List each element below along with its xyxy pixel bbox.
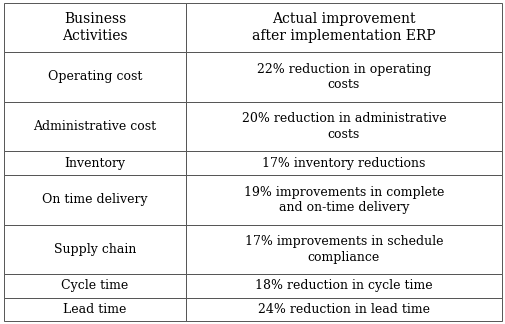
Text: 18% reduction in cycle time: 18% reduction in cycle time [255,280,432,293]
Bar [185,52,501,102]
Bar [185,298,501,321]
Text: Actual improvement
after implementation ERP: Actual improvement after implementation … [251,12,435,43]
Bar [185,175,501,225]
Text: 17% inventory reductions: 17% inventory reductions [262,157,425,170]
Text: 24% reduction in lead time: 24% reduction in lead time [258,303,429,316]
Bar [4,102,185,151]
Bar [185,151,501,175]
Bar [4,151,185,175]
Bar [4,225,185,274]
Text: 19% improvements in complete
and on-time delivery: 19% improvements in complete and on-time… [243,186,443,214]
Text: Cycle time: Cycle time [61,280,128,293]
Text: Business
Activities: Business Activities [62,12,127,43]
Text: Supply chain: Supply chain [54,243,136,256]
Bar [4,3,185,52]
Text: 17% improvements in schedule
compliance: 17% improvements in schedule compliance [244,235,442,264]
Bar [185,274,501,298]
Text: Operating cost: Operating cost [47,71,142,84]
Text: 20% reduction in administrative
costs: 20% reduction in administrative costs [241,112,445,141]
Bar [185,225,501,274]
Text: Administrative cost: Administrative cost [33,120,156,133]
Text: On time delivery: On time delivery [42,193,147,206]
Text: 22% reduction in operating
costs: 22% reduction in operating costs [256,63,430,91]
Bar [4,298,185,321]
Bar [4,175,185,225]
Text: Inventory: Inventory [64,157,125,170]
Bar [185,3,501,52]
Bar [4,274,185,298]
Bar [4,52,185,102]
Bar [185,102,501,151]
Text: Lead time: Lead time [63,303,126,316]
